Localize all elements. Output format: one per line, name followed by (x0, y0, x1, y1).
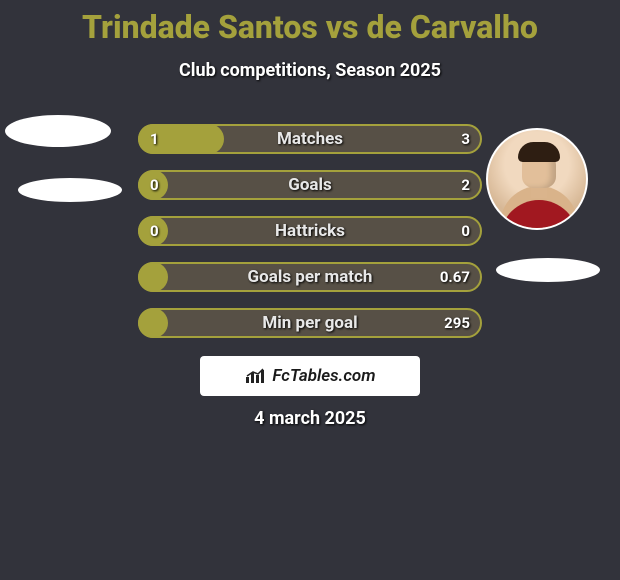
page-title: Trindade Santos vs de Carvalho (0, 0, 620, 46)
stat-row: 0 Goals 2 (138, 170, 482, 200)
date-line: 4 march 2025 (0, 408, 620, 429)
player-right-avatar (486, 128, 588, 230)
avatar-photo (486, 128, 588, 230)
avatar-shadow-ellipse (18, 178, 122, 202)
stat-label: Hattricks (138, 216, 482, 246)
stat-left-value: 0 (150, 170, 159, 200)
stat-left-value: 1 (150, 124, 159, 154)
stat-right-value: 295 (444, 308, 470, 338)
stat-row: Min per goal 295 (138, 308, 482, 338)
stats-bars: 1 Matches 3 0 Goals 2 0 Hattricks 0 (138, 124, 482, 354)
stat-row: 0 Hattricks 0 (138, 216, 482, 246)
stat-label: Min per goal (138, 308, 482, 338)
stat-right-value: 0.67 (440, 262, 470, 292)
stat-right-value: 0 (461, 216, 470, 246)
stat-right-value: 3 (461, 124, 470, 154)
comparison-infographic: Trindade Santos vs de Carvalho Club comp… (0, 0, 620, 580)
stat-label: Matches (138, 124, 482, 154)
avatar-shadow-ellipse (496, 258, 600, 282)
subtitle: Club competitions, Season 2025 (0, 46, 620, 81)
footer-logo: FcTables.com (244, 366, 375, 386)
stat-left-value: 0 (150, 216, 159, 246)
stat-label: Goals per match (138, 262, 482, 292)
avatar-hair-shape (518, 142, 560, 162)
avatar-shadow-ellipse (5, 115, 111, 147)
stat-label: Goals (138, 170, 482, 200)
stat-row: 1 Matches 3 (138, 124, 482, 154)
footer-logo-text: FcTables.com (272, 366, 375, 386)
chart-icon (244, 367, 268, 385)
footer-logo-box[interactable]: FcTables.com (200, 356, 420, 396)
stat-right-value: 2 (461, 170, 470, 200)
stat-row: Goals per match 0.67 (138, 262, 482, 292)
